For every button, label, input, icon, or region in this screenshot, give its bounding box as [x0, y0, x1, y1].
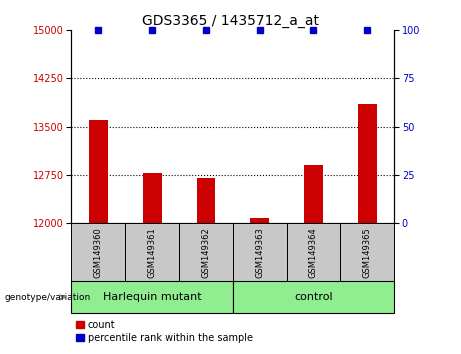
Bar [250, 218, 269, 223]
Bar [196, 178, 215, 223]
Text: control: control [294, 292, 333, 302]
Legend: count, percentile rank within the sample: count, percentile rank within the sample [77, 320, 253, 343]
Bar [304, 165, 323, 223]
Bar [358, 104, 377, 223]
Bar [71, 223, 125, 281]
Bar [233, 223, 287, 281]
Text: GSM149360: GSM149360 [94, 227, 103, 278]
Text: Harlequin mutant: Harlequin mutant [103, 292, 201, 302]
Text: GSM149365: GSM149365 [363, 227, 372, 278]
Bar [233, 281, 394, 313]
Text: GSM149364: GSM149364 [309, 227, 318, 278]
Text: GSM149362: GSM149362 [201, 227, 210, 278]
Bar [125, 223, 179, 281]
Bar [71, 281, 233, 313]
Text: GSM149363: GSM149363 [255, 227, 264, 278]
Text: GDS3365 / 1435712_a_at: GDS3365 / 1435712_a_at [142, 14, 319, 28]
Bar [287, 223, 340, 281]
Bar [179, 223, 233, 281]
Text: GSM149361: GSM149361 [148, 227, 157, 278]
Text: genotype/variation: genotype/variation [5, 293, 91, 302]
Bar [89, 120, 108, 223]
Bar [340, 223, 394, 281]
Bar [143, 173, 161, 223]
